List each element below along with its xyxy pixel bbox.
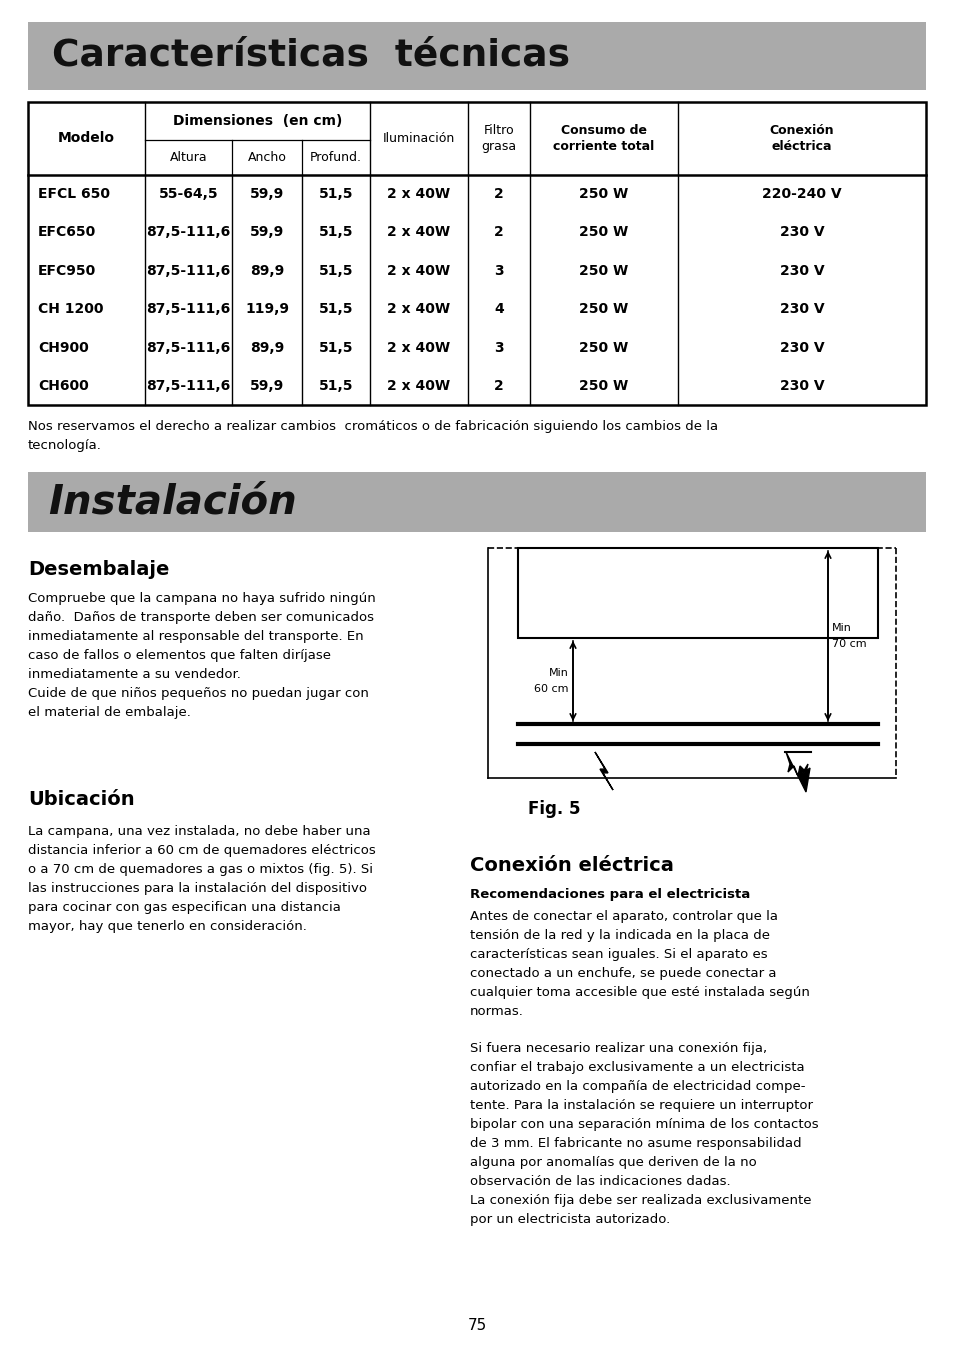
Text: 220-240 V: 220-240 V bbox=[761, 188, 841, 201]
Text: Modelo: Modelo bbox=[58, 131, 115, 146]
Text: Iluminación: Iluminación bbox=[382, 132, 455, 145]
Text: Recomendaciones para el electricista: Recomendaciones para el electricista bbox=[470, 888, 749, 901]
Text: 3: 3 bbox=[494, 263, 503, 278]
Text: 51,5: 51,5 bbox=[318, 263, 353, 278]
Text: 250 W: 250 W bbox=[578, 263, 628, 278]
Text: Compruebe que la campana no haya sufrido ningún
daño.  Daños de transporte deben: Compruebe que la campana no haya sufrido… bbox=[28, 592, 375, 719]
Text: EFC950: EFC950 bbox=[38, 263, 96, 278]
Text: Ubicación: Ubicación bbox=[28, 790, 134, 809]
Text: 2 x 40W: 2 x 40W bbox=[387, 303, 450, 316]
Text: 230 V: 230 V bbox=[779, 226, 823, 239]
Text: 75: 75 bbox=[467, 1319, 486, 1333]
Text: 250 W: 250 W bbox=[578, 303, 628, 316]
Text: 250 W: 250 W bbox=[578, 188, 628, 201]
Text: 51,5: 51,5 bbox=[318, 340, 353, 354]
Text: 2 x 40W: 2 x 40W bbox=[387, 263, 450, 278]
Text: 250 W: 250 W bbox=[578, 226, 628, 239]
Text: Conexión eléctrica: Conexión eléctrica bbox=[470, 857, 673, 875]
Text: 60 cm: 60 cm bbox=[534, 684, 568, 694]
Text: 70 cm: 70 cm bbox=[831, 639, 865, 648]
Text: 87,5-111,6: 87,5-111,6 bbox=[146, 303, 231, 316]
Bar bbox=[28, 471, 925, 532]
Text: 51,5: 51,5 bbox=[318, 226, 353, 239]
Text: 2: 2 bbox=[494, 188, 503, 201]
Text: Desembalaje: Desembalaje bbox=[28, 561, 170, 580]
Text: 250 W: 250 W bbox=[578, 340, 628, 354]
Text: 3: 3 bbox=[494, 340, 503, 354]
Text: Características  técnicas: Características técnicas bbox=[52, 38, 569, 74]
Text: 87,5-111,6: 87,5-111,6 bbox=[146, 340, 231, 354]
Text: 119,9: 119,9 bbox=[245, 303, 289, 316]
Text: Nos reservamos el derecho a realizar cambios  cromáticos o de fabricación siguie: Nos reservamos el derecho a realizar cam… bbox=[28, 420, 718, 453]
Text: 51,5: 51,5 bbox=[318, 303, 353, 316]
Text: 230 V: 230 V bbox=[779, 303, 823, 316]
Text: Conexión
eléctrica: Conexión eléctrica bbox=[769, 124, 834, 153]
Text: 87,5-111,6: 87,5-111,6 bbox=[146, 226, 231, 239]
Text: Antes de conectar el aparato, controlar que la
tensión de la red y la indicada e: Antes de conectar el aparato, controlar … bbox=[470, 911, 809, 1019]
Text: 230 V: 230 V bbox=[779, 378, 823, 393]
Text: 230 V: 230 V bbox=[779, 263, 823, 278]
Text: 2 x 40W: 2 x 40W bbox=[387, 340, 450, 354]
Text: 87,5-111,6: 87,5-111,6 bbox=[146, 378, 231, 393]
Text: 2: 2 bbox=[494, 378, 503, 393]
Text: 51,5: 51,5 bbox=[318, 378, 353, 393]
Text: Consumo de
corriente total: Consumo de corriente total bbox=[553, 124, 654, 153]
Text: Instalación: Instalación bbox=[48, 482, 296, 521]
Text: 89,9: 89,9 bbox=[250, 340, 284, 354]
Bar bbox=[28, 22, 925, 91]
Polygon shape bbox=[785, 753, 809, 792]
Bar bbox=[28, 101, 925, 405]
Text: Altura: Altura bbox=[170, 151, 207, 163]
Text: 59,9: 59,9 bbox=[250, 378, 284, 393]
Text: 59,9: 59,9 bbox=[250, 188, 284, 201]
Text: 2: 2 bbox=[494, 226, 503, 239]
Text: 51,5: 51,5 bbox=[318, 188, 353, 201]
Text: Min: Min bbox=[549, 667, 568, 678]
Text: 230 V: 230 V bbox=[779, 340, 823, 354]
Text: 87,5-111,6: 87,5-111,6 bbox=[146, 263, 231, 278]
Text: Si fuera necesario realizar una conexión fija,
confiar el trabajo exclusivamente: Si fuera necesario realizar una conexión… bbox=[470, 1042, 818, 1225]
Text: CH900: CH900 bbox=[38, 340, 89, 354]
Text: EFC650: EFC650 bbox=[38, 226, 96, 239]
Text: 250 W: 250 W bbox=[578, 378, 628, 393]
Text: Fig. 5: Fig. 5 bbox=[527, 800, 579, 817]
Text: 2 x 40W: 2 x 40W bbox=[387, 188, 450, 201]
Text: Filtro
grasa: Filtro grasa bbox=[481, 124, 516, 153]
Bar bbox=[517, 549, 877, 638]
Polygon shape bbox=[595, 753, 613, 790]
Text: 4: 4 bbox=[494, 303, 503, 316]
Text: Profund.: Profund. bbox=[310, 151, 361, 163]
Text: 59,9: 59,9 bbox=[250, 226, 284, 239]
Text: Dimensiones  (en cm): Dimensiones (en cm) bbox=[172, 113, 342, 128]
Text: CH600: CH600 bbox=[38, 378, 89, 393]
Text: Min: Min bbox=[831, 623, 851, 634]
Text: 2 x 40W: 2 x 40W bbox=[387, 226, 450, 239]
Text: EFCL 650: EFCL 650 bbox=[38, 188, 110, 201]
Text: 2 x 40W: 2 x 40W bbox=[387, 378, 450, 393]
Text: CH 1200: CH 1200 bbox=[38, 303, 103, 316]
Text: 89,9: 89,9 bbox=[250, 263, 284, 278]
Text: Ancho: Ancho bbox=[247, 151, 286, 163]
Text: 55-64,5: 55-64,5 bbox=[158, 188, 218, 201]
Text: La campana, una vez instalada, no debe haber una
distancia inferior a 60 cm de q: La campana, una vez instalada, no debe h… bbox=[28, 825, 375, 934]
